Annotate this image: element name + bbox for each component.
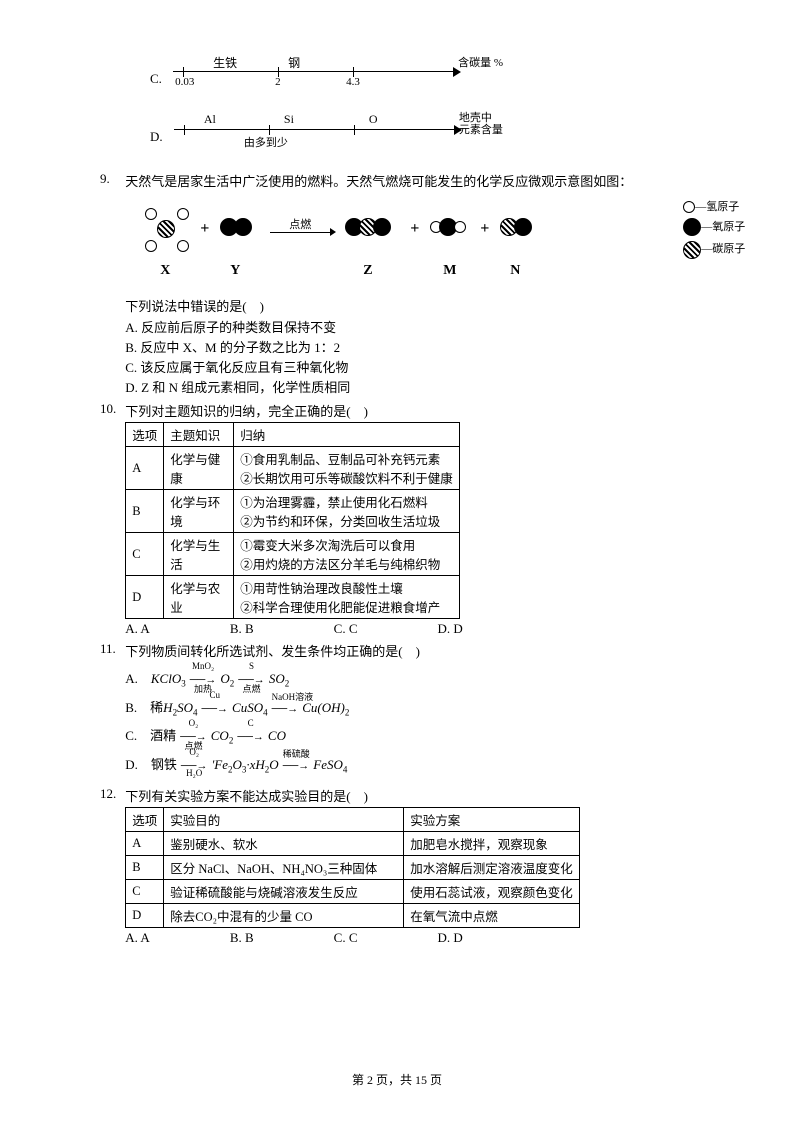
- q-subtext: 下列说法中错误的是( ): [125, 296, 695, 315]
- q-number: 11.: [100, 641, 122, 657]
- q12-table: 选项实验目的实验方案 A鉴别硬水、软水加肥皂水搅拌，观察现象 B区分 NaCl、…: [125, 807, 580, 928]
- question-9: 9. 天然气是居家生活中广泛使用的燃料。天然气燃烧可能发生的化学反应微观示意图如…: [100, 171, 704, 397]
- numline-c: 生铁 钢 0.03 2 4.3 含碳量 %: [173, 71, 453, 101]
- option-b: B. 反应中 X、M 的分子数之比为 1：2: [125, 337, 695, 356]
- question-11: 11. 下列物质间转化所选试剂、发生条件均正确的是( ) A. KClO3MnO…: [100, 641, 704, 782]
- option-d: D. Z 和 N 组成元素相同，化学性质相同: [125, 377, 695, 396]
- option-letter: C.: [150, 71, 162, 86]
- page-footer: 第 2 页，共 15 页: [0, 1071, 794, 1088]
- q-number: 12.: [100, 786, 122, 802]
- reaction-diagram: + 点燃 + + X Y Z M N —氢原子 —氧原: [145, 198, 685, 288]
- option-a: A. KClO3MnO₂──→加热O2S──→点燃SO2: [125, 668, 695, 689]
- option-c: C. 酒精O₂──→点燃CO2C──→CO: [125, 725, 695, 746]
- answer-options: A. AB. BC. CD. D: [125, 621, 695, 637]
- diagram-d: D. Al Si O 由多到少 地壳中 元素含量: [150, 113, 704, 163]
- numline-d: Al Si O 由多到少 地壳中 元素含量: [174, 129, 454, 159]
- option-d: D. 钢铁O₂──→H₂O'Fe2O3·xH2O稀硫酸──→FeSO4: [125, 754, 695, 775]
- q-text: 下列有关实验方案不能达成实验目的是( ): [125, 786, 695, 805]
- q-number: 10.: [100, 401, 122, 417]
- question-10: 10. 下列对主题知识的归纳，完全正确的是( ) 选项主题知识归纳 A化学与健康…: [100, 401, 704, 637]
- option-b: B. 稀H2SO4Cu──→CuSO4NaOH溶液──→Cu(OH)2: [125, 697, 695, 718]
- q-text: 天然气是居家生活中广泛使用的燃料。天然气燃烧可能发生的化学反应微观示意图如图：: [125, 171, 695, 190]
- option-a: A. 反应前后原子的种类数目保持不变: [125, 317, 695, 336]
- option-c: C. 该反应属于氧化反应且有三种氧化物: [125, 357, 695, 376]
- atom-legend: —氢原子 —氧原子 —碳原子: [683, 198, 745, 263]
- answer-options: A. AB. BC. CD. D: [125, 930, 695, 946]
- q10-table: 选项主题知识归纳 A化学与健康①食用乳制品、豆制品可补充钙元素 ②长期饮用可乐等…: [125, 422, 460, 619]
- question-12: 12. 下列有关实验方案不能达成实验目的是( ) 选项实验目的实验方案 A鉴别硬…: [100, 786, 704, 946]
- diagram-c: C. 生铁 钢 0.03 2 4.3 含碳量 %: [150, 55, 704, 105]
- q-text: 下列物质间转化所选试剂、发生条件均正确的是( ): [125, 641, 695, 660]
- option-letter: D.: [150, 129, 163, 144]
- q-text: 下列对主题知识的归纳，完全正确的是( ): [125, 401, 695, 420]
- q-number: 9.: [100, 171, 122, 187]
